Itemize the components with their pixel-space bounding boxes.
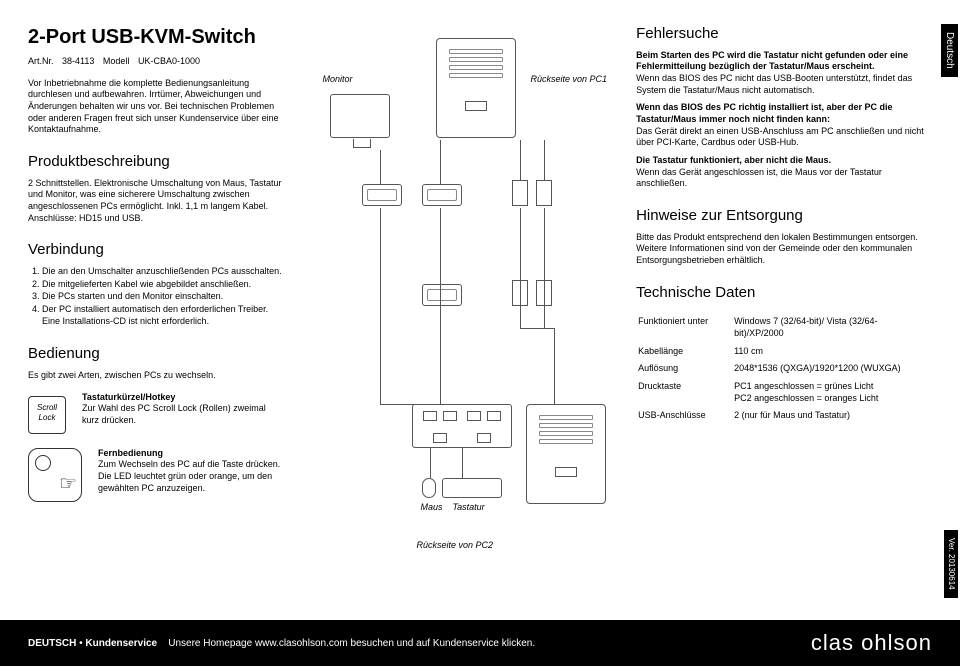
hotkey-heading: Tastaturkürzel/Hotkey [82,392,175,402]
trouble-case-3-text: Wenn das Gerät angeschlossen ist, die Ma… [636,167,882,189]
vga-connector-icon [422,184,462,206]
diagram-label-monitor: Monitor [322,74,352,86]
trouble-case-2-text: Das Gerät direkt an einen USB-Anschluss … [636,126,924,148]
usb-plug-icon [536,180,552,206]
connection-steps: Die an den Umschalter anzuschließenden P… [28,266,284,328]
pc2-icon [526,404,606,504]
section-troubleshooting: Fehlersuche [636,24,932,44]
table-row: DrucktastePC1 angeschlossen = grünes Lic… [638,379,930,406]
section-disposal: Hinweise zur Entsorgung [636,206,932,226]
list-item: Der PC installiert automatisch den erfor… [42,304,284,327]
artnr-value: 38-4113 [62,56,94,66]
spec-key: USB-Anschlüsse [638,408,732,424]
monitor-icon [330,94,390,138]
page-title: 2-Port USB-KVM-Switch [28,24,284,50]
hotkey-text: Zur Wahl des PC Scroll Lock (Rollen) zwe… [82,403,266,425]
vga-connector-icon [422,284,462,306]
spec-val: 110 cm [734,344,930,360]
diagram-label-pc2: Rückseite von PC2 [416,540,493,552]
spec-key: Drucktaste [638,379,732,406]
trouble-case-2-title: Wenn das BIOS des PC richtig installiert… [636,102,892,124]
usage-intro: Es gibt zwei Arten, zwischen PCs zu wech… [28,370,284,382]
table-row: Funktioniert unterWindows 7 (32/64-bit)/… [638,314,930,341]
scroll-lock-key-icon: Scroll Lock [28,396,66,434]
spec-val: PC1 angeschlossen = grünes Licht PC2 ang… [734,379,930,406]
diagram-label-pc1: Rückseite von PC1 [530,74,607,86]
spec-val: 2 (nur für Maus und Tastatur) [734,408,930,424]
diagram-label-mouse: Maus [420,502,442,514]
diagram-label-keyboard: Tastatur [452,502,484,514]
remote-icon: ☞ [28,448,82,502]
wiring-diagram: Monitor Rückseite von PC1 [302,24,618,584]
list-item: Die mitgelieferten Kabel wie abgebildet … [42,279,284,291]
vga-connector-icon [362,184,402,206]
spec-key: Funktioniert unter [638,314,732,341]
trouble-case-1-text: Wenn das BIOS des PC nicht das USB-Boote… [636,73,912,95]
list-item: Die an den Umschalter anzuschließenden P… [42,266,284,278]
disposal-text: Bitte das Produkt entsprechend den lokal… [636,232,932,267]
remote-text: Zum Wechseln des PC auf die Taste drücke… [98,459,280,492]
spec-key: Auflösung [638,361,732,377]
kvm-switch-icon [412,404,512,448]
footer-text: Unsere Homepage www.clasohlson.com besuc… [168,638,535,649]
brand-logo: clas ohlson [811,629,932,658]
key-label: Scroll Lock [37,403,57,422]
table-row: USB-Anschlüsse2 (nur für Maus und Tastat… [638,408,930,424]
footer-service: Kundenservice [85,638,157,649]
trouble-case-1-title: Beim Starten des PC wird die Tastatur ni… [636,50,908,72]
spec-val: 2048*1536 (QXGA)/1920*1200 (WUXGA) [734,361,930,377]
mouse-icon [422,478,436,498]
table-row: Kabellänge110 cm [638,344,930,360]
remote-heading: Fernbedienung [98,448,163,458]
side-tab-version: Ver. 20130614 [944,530,958,598]
usb-plug-icon [512,180,528,206]
table-row: Auflösung2048*1536 (QXGA)/1920*1200 (WUX… [638,361,930,377]
modell-label: Modell [103,56,130,66]
keyboard-icon [442,478,502,498]
section-usage: Bedienung [28,344,284,364]
section-tech-spec: Technische Daten [636,283,932,303]
pc1-icon [436,38,516,138]
page-footer: DEUTSCH • Kundenservice Unsere Homepage … [0,620,960,666]
section-product-description: Produktbeschreibung [28,152,284,172]
footer-lang: DEUTSCH [28,638,76,649]
intro-text: Vor Inbetriebnahme die komplette Bedienu… [28,78,284,136]
side-tab-language: Deutsch [941,24,958,77]
spec-val: Windows 7 (32/64-bit)/ Vista (32/64-bit)… [734,314,930,341]
product-description-text: 2 Schnittstellen. Elektronische Umschalt… [28,178,284,225]
modell-value: UK-CBA0-1000 [138,56,200,66]
spec-key: Kabellänge [638,344,732,360]
spec-table: Funktioniert unterWindows 7 (32/64-bit)/… [636,312,932,426]
artnr-label: Art.Nr. [28,56,54,66]
article-line: Art.Nr. 38-4113 Modell UK-CBA0-1000 [28,56,284,68]
trouble-case-3-title: Die Tastatur funktioniert, aber nicht di… [636,155,831,165]
list-item: Die PCs starten und den Monitor einschal… [42,291,284,303]
section-connection: Verbindung [28,240,284,260]
